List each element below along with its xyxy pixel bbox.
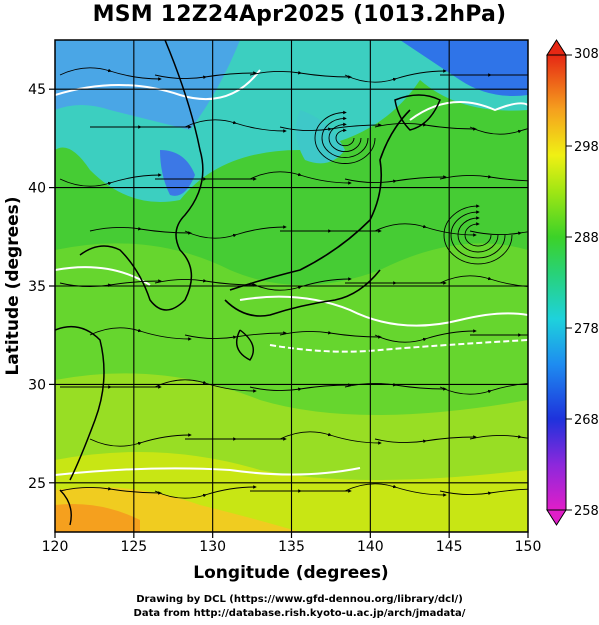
gridlines — [55, 40, 528, 532]
x-axis-label: Longitude (degrees) — [193, 563, 388, 583]
x-tick-label: 150 — [515, 539, 542, 555]
colorbar-tick-label: 298 — [574, 140, 599, 155]
map-title: MSM 12Z24Apr2025 (1013.2hPa) — [92, 2, 507, 27]
temperature-field — [55, 40, 528, 532]
cyclone-streamline — [321, 116, 369, 158]
streamline — [59, 486, 162, 495]
x-tick-label: 125 — [120, 539, 147, 555]
x-tick-label: 120 — [42, 539, 69, 555]
streamline — [344, 175, 447, 184]
streamline — [89, 226, 192, 235]
streamline — [89, 433, 192, 447]
streamline — [89, 327, 192, 341]
streamline — [249, 383, 352, 392]
streamline — [439, 381, 528, 395]
colorbar-tick-label: 278 — [574, 322, 599, 337]
streamline — [344, 69, 447, 83]
streamline — [184, 119, 287, 133]
colorbar-tick-label: 258 — [574, 504, 599, 519]
y-tick-label: 35 — [28, 279, 46, 295]
x-axis-ticks: 120 125 130 135 140 145 150 — [42, 532, 542, 555]
cyclone-streamline — [457, 216, 499, 253]
streamline — [184, 331, 287, 340]
cyclone-streamline — [314, 110, 376, 164]
streamline — [374, 329, 477, 343]
cyclone-streamline — [335, 128, 355, 147]
credit-drawing: Drawing by DCL (https://www.gfd-dennou.o… — [136, 594, 463, 605]
y-axis-label: Latitude (degrees) — [3, 196, 23, 375]
y-tick-label: 30 — [28, 377, 46, 393]
streamline — [154, 379, 257, 393]
wind-streamlines — [59, 67, 528, 499]
streamline — [249, 277, 352, 291]
streamline — [154, 485, 257, 499]
y-axis-ticks: 25 30 35 40 45 — [28, 82, 55, 492]
streamline — [249, 70, 352, 79]
colorbar-tick-label: 288 — [574, 231, 599, 246]
credit-data-source: Data from http://database.rish.kyoto-u.a… — [133, 608, 466, 619]
streamline — [374, 435, 477, 444]
streamline — [59, 173, 162, 187]
y-tick-label: 40 — [28, 181, 46, 197]
streamline — [374, 122, 477, 131]
streamline — [279, 431, 382, 445]
y-tick-label: 25 — [28, 476, 46, 492]
streamline — [469, 227, 528, 236]
cyclone-streamline — [328, 122, 362, 153]
x-tick-label: 130 — [199, 539, 226, 555]
streamline — [184, 225, 287, 239]
colorbar-tick-label: 268 — [574, 413, 599, 428]
streamline — [344, 483, 447, 497]
streamline — [374, 223, 477, 237]
streamline — [59, 67, 162, 81]
streamline — [469, 434, 528, 443]
cyclone-streamline — [464, 222, 492, 247]
streamline — [154, 278, 257, 287]
streamline — [439, 174, 528, 183]
streamline — [469, 121, 528, 135]
streamline — [154, 71, 257, 80]
colorbar: 308 298 288 278 268 258 — [546, 39, 599, 526]
streamline — [279, 123, 382, 132]
streamline — [249, 171, 352, 185]
x-tick-label: 140 — [357, 539, 384, 555]
cyclone-streamline — [450, 210, 506, 259]
colorbar-tick-label: 308 — [574, 47, 599, 62]
y-tick-label: 45 — [28, 82, 46, 98]
cyclone-streamline — [443, 204, 513, 265]
streamline — [439, 487, 528, 496]
x-tick-label: 135 — [278, 539, 305, 555]
streamline — [279, 330, 382, 339]
x-tick-label: 145 — [436, 539, 463, 555]
